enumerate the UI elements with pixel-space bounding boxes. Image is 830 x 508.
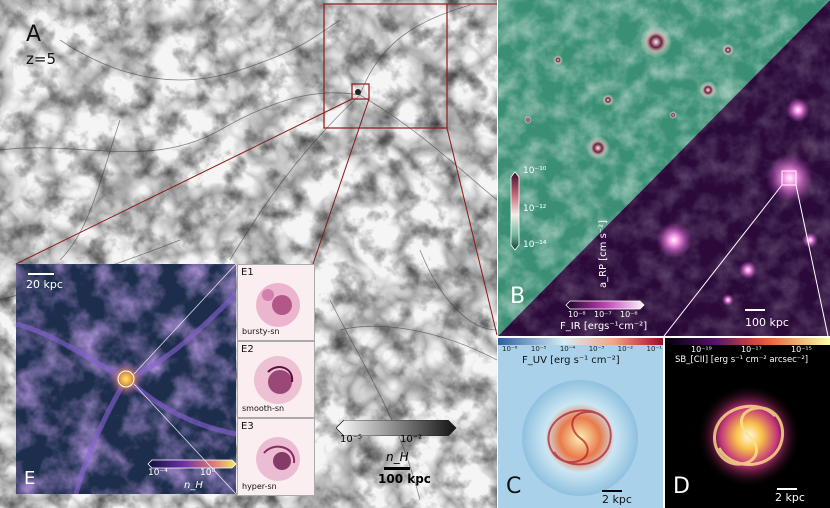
fuv-tick-3: 10⁻⁴ (559, 345, 576, 353)
panel-e2: E2 smooth-sn (237, 341, 315, 418)
panel-b-image (498, 0, 830, 336)
arp-label: a_RP [cm s⁻²] (598, 220, 609, 289)
fuv-tick-5: 10⁻² (617, 345, 634, 353)
sbcii-tick-1: 10⁻¹⁹ (691, 345, 712, 354)
panel-e1-id: E1 (241, 267, 254, 278)
sbcii-label: SB_[CII] [erg s⁻¹ cm⁻² arcsec⁻²] (675, 355, 809, 365)
scale-bar-a (384, 467, 410, 470)
panel-e: 20 kpc 10⁻⁴ 10⁰ n_H E (16, 264, 236, 494)
fir-tick-2: 10⁻⁷ (594, 310, 612, 319)
fuv-tick-4: 10⁻³ (588, 345, 605, 353)
scale-bar-b (745, 309, 765, 311)
fir-label: F_IR [ergs⁻¹cm⁻²] (560, 321, 648, 332)
panel-c-image (498, 338, 663, 508)
panel-e1-model: bursty-sn (242, 327, 280, 336)
panel-b: 10⁻¹⁰ 10⁻¹² 10⁻¹⁴ a_RP [cm s⁻²] 10⁻⁸ 10⁻… (498, 0, 830, 336)
fir-tick-3: 10⁻⁶ (620, 310, 638, 319)
sbcii-tick-3: 10⁻¹⁵ (791, 345, 812, 354)
scale-label-b: 100 kpc (745, 316, 789, 329)
zoom-box-cd (781, 170, 797, 186)
fuv-ticks: 10⁻⁶ 10⁻⁵ 10⁻⁴ 10⁻³ 10⁻² 10⁻¹ (502, 345, 662, 353)
nh-colorbar-small (147, 459, 236, 469)
panel-e2-model: smooth-sn (242, 404, 285, 413)
arp-tick-2: 10⁻¹² (523, 204, 547, 214)
fuv-label: F_UV [erg s⁻¹ cm⁻²] (522, 355, 620, 366)
scale-bar-e (28, 273, 54, 275)
panel-e3-image (256, 437, 300, 481)
panel-e2-id: E2 (241, 344, 254, 355)
arp-tick-3: 10⁻¹⁴ (523, 240, 547, 250)
fuv-colorbar (498, 338, 663, 345)
nh-large-label: n_H (386, 450, 409, 464)
panel-e-letter: E (24, 468, 36, 489)
panel-c-letter: C (506, 474, 522, 499)
nh-small-label: n_H (184, 480, 203, 491)
panel-e1: E1 bursty-sn (237, 264, 315, 341)
nh-large-tick-1: 10⁻⁵ (340, 434, 363, 445)
fir-tick-1: 10⁻⁸ (568, 310, 586, 319)
panel-e-image (16, 264, 236, 494)
scale-label-a: 100 kpc (378, 472, 431, 486)
fuv-tick-1: 10⁻⁶ (502, 345, 518, 353)
fuv-tick-6: 10⁻¹ (646, 345, 662, 353)
arp-colorbar (510, 171, 520, 251)
panel-a-letter: A (26, 22, 42, 47)
scale-bar-d (777, 488, 797, 490)
panel-d-letter: D (673, 474, 690, 499)
nh-small-tick-2: 10⁰ (200, 468, 216, 478)
panel-c: 10⁻⁶ 10⁻⁵ 10⁻⁴ 10⁻³ 10⁻² 10⁻¹ F_UV [erg … (498, 338, 663, 508)
zoom-box-e (351, 83, 370, 100)
scale-bar-c (602, 490, 622, 492)
nh-colorbar-gradient (336, 420, 457, 436)
nh-colorbar-large: 10⁻⁵ 10⁻² n_H 100 kpc (336, 420, 466, 490)
fir-colorbar (565, 300, 645, 310)
sbcii-tick-2: 10⁻¹⁷ (741, 345, 762, 354)
sbcii-colorbar (665, 338, 830, 345)
fuv-tick-2: 10⁻⁵ (530, 345, 547, 353)
scale-label-c: 2 kpc (602, 493, 632, 506)
nh-small-tick-1: 10⁻⁴ (148, 468, 168, 478)
panel-d: 10⁻¹⁹ 10⁻¹⁷ 10⁻¹⁵ SB_[CII] [erg s⁻¹ cm⁻²… (665, 338, 830, 508)
panel-e1-image (256, 283, 300, 327)
scale-label-d: 2 kpc (775, 491, 805, 504)
nh-large-tick-2: 10⁻² (400, 434, 423, 445)
panel-e3-id: E3 (241, 421, 254, 432)
panel-e3: E3 hyper-sn (237, 418, 315, 496)
zoom-box-b (323, 3, 448, 129)
panel-e2-image (254, 356, 302, 404)
panel-d-image (665, 338, 830, 490)
scale-label-e: 20 kpc (26, 278, 63, 291)
panel-e3-model: hyper-sn (242, 482, 277, 491)
arp-tick-1: 10⁻¹⁰ (523, 166, 547, 176)
redshift-label: z=5 (26, 50, 56, 68)
panel-b-letter: B (510, 284, 526, 309)
